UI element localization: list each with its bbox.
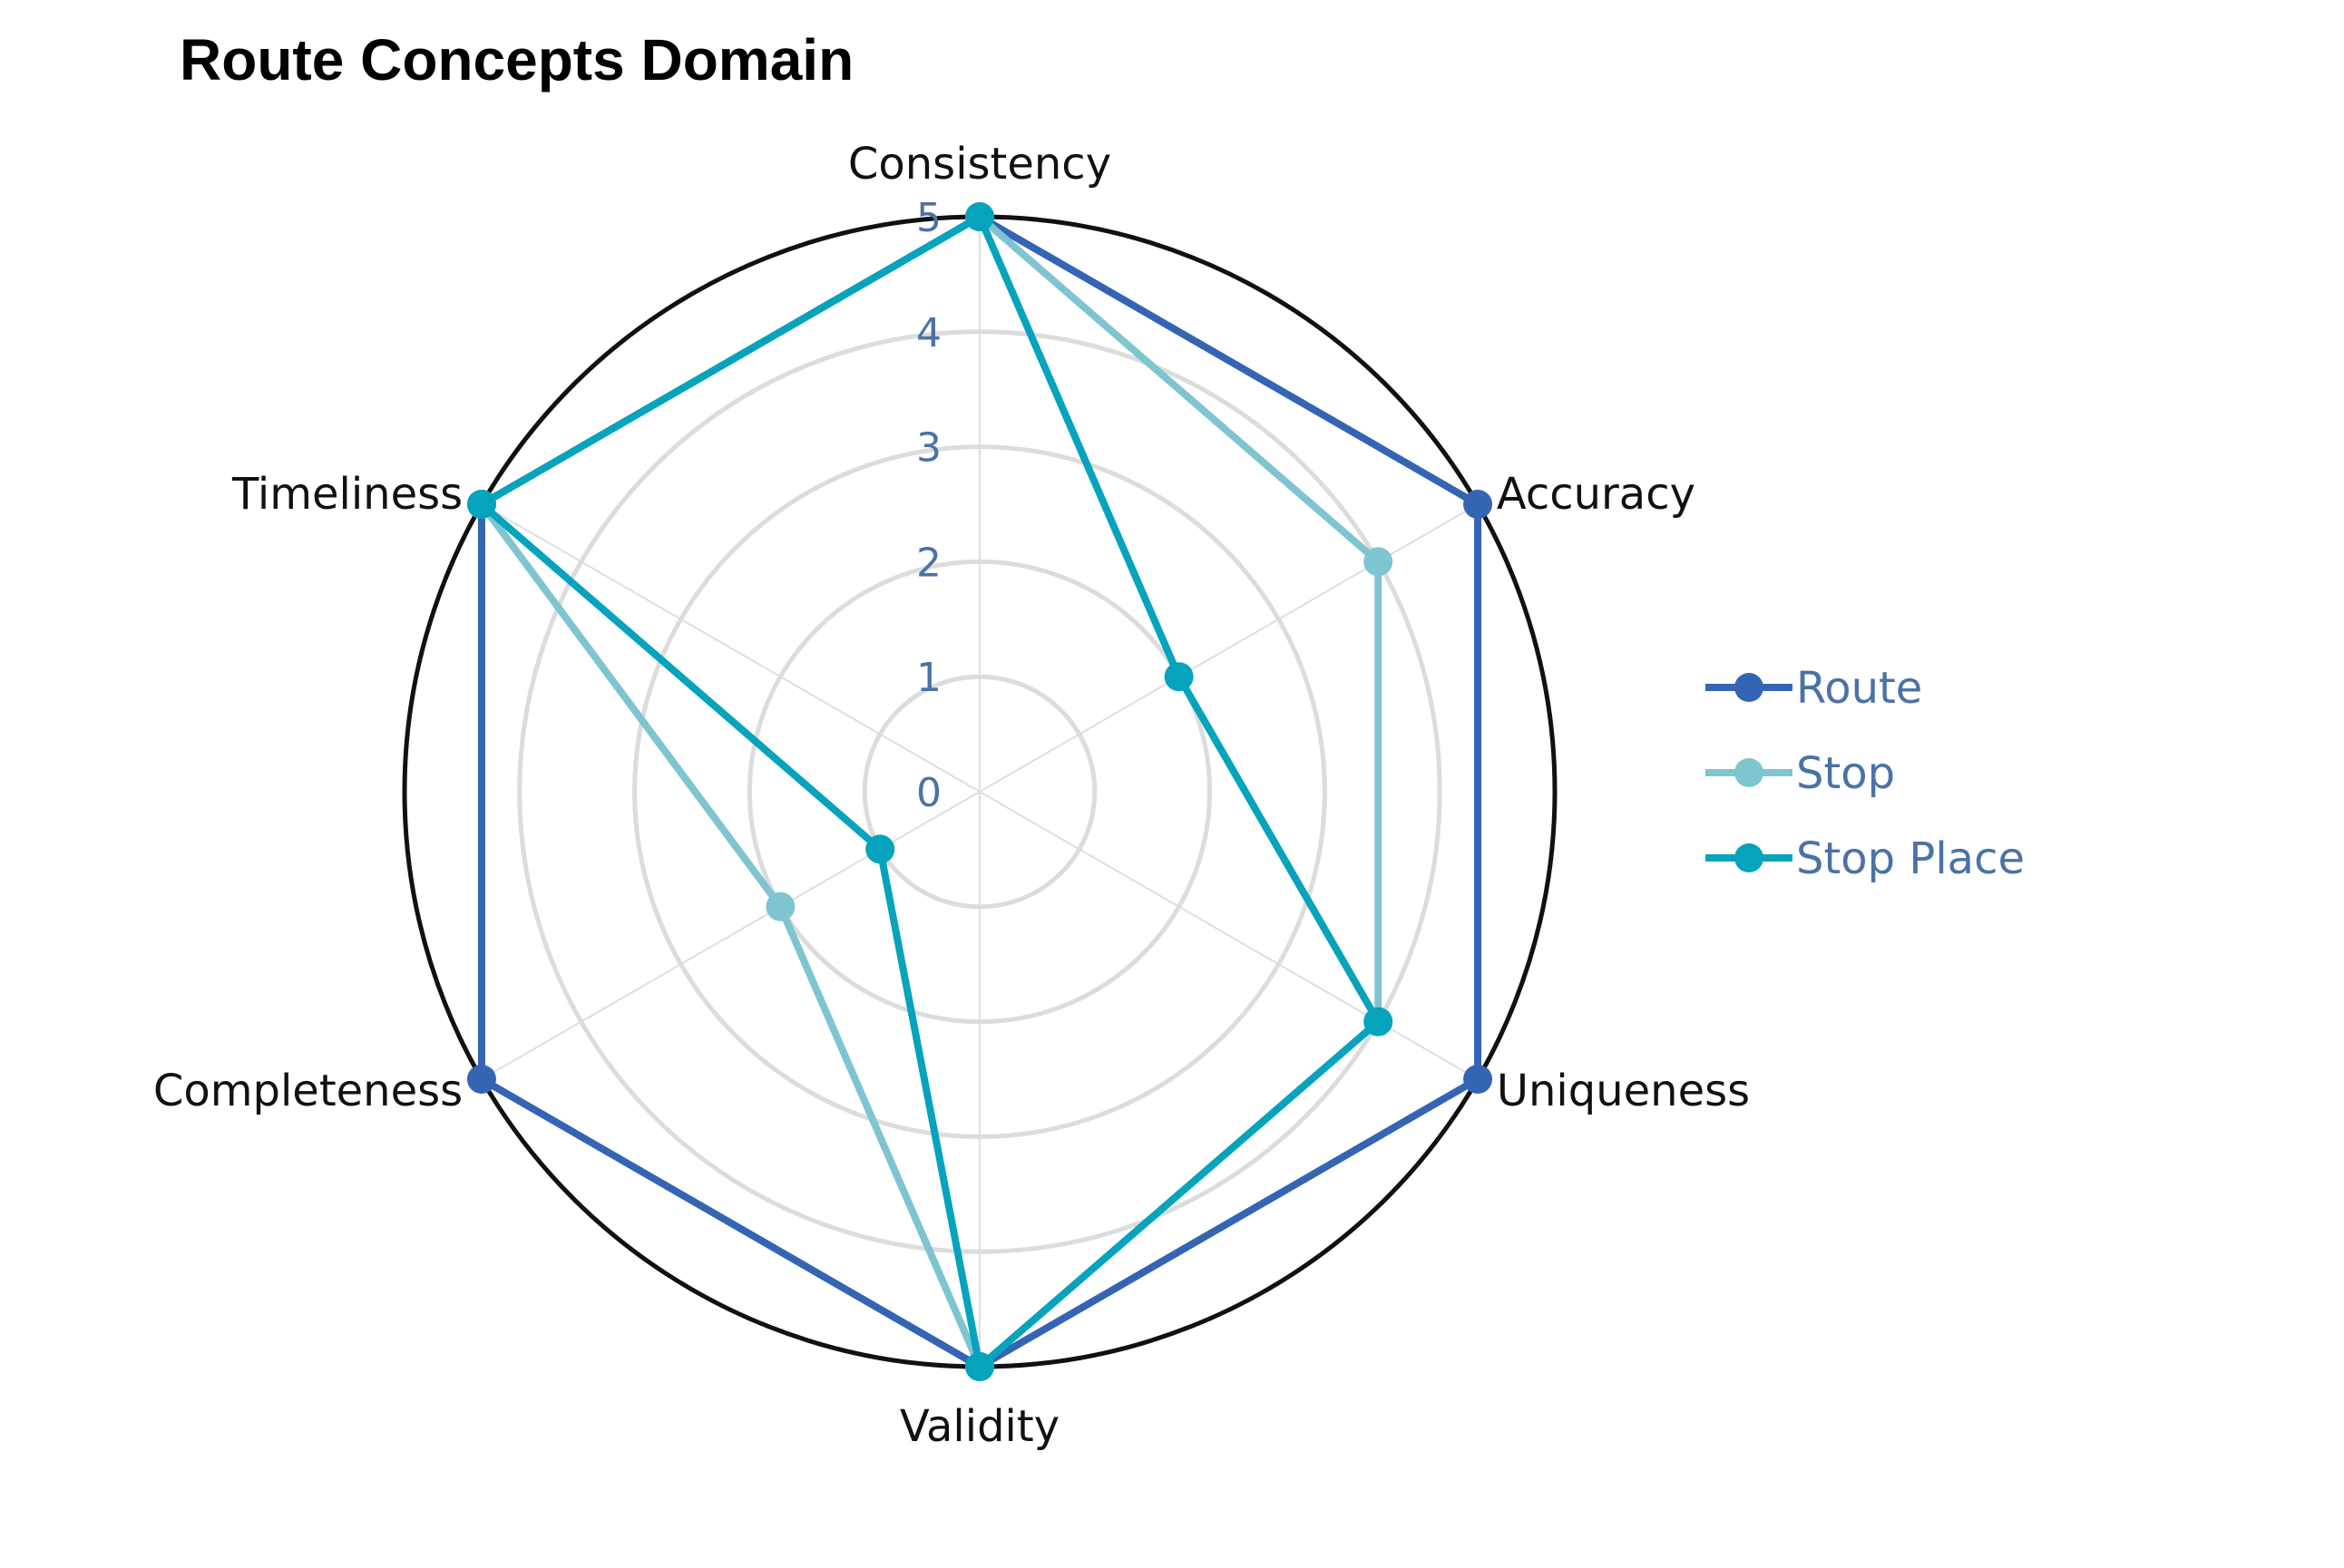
legend-marker-stop — [1734, 758, 1763, 787]
r-tick-label-4: 4 — [916, 310, 942, 356]
grid-circle-3 — [632, 444, 1327, 1139]
data-point-route-uniqueness — [1463, 1065, 1493, 1094]
axis-label-uniqueness: Uniqueness — [1497, 1066, 1750, 1116]
data-point-stop-place-uniqueness — [1363, 1007, 1393, 1037]
data-point-route-completeness — [466, 1065, 496, 1094]
r-tick-label-5: 5 — [916, 195, 942, 241]
axis-label-completeness: Completeness — [153, 1066, 463, 1116]
data-point-stop-place-consistency — [965, 202, 994, 231]
grid — [402, 214, 1558, 1369]
axis-label-accuracy: Accuracy — [1497, 469, 1695, 520]
axis-label-validity: Validity — [900, 1401, 1060, 1452]
radial-gridline-accuracy — [979, 503, 1479, 793]
legend-marker-stop-place — [1734, 843, 1763, 872]
r-tick-label-3: 3 — [916, 425, 942, 472]
data-point-stop-place-accuracy — [1164, 662, 1194, 692]
legend-item-stop-place[interactable]: Stop Place — [1705, 833, 2025, 884]
data-point-route-accuracy — [1463, 490, 1493, 519]
radial-gridline-completeness — [481, 791, 981, 1080]
legend[interactable]: Route Stop Stop Place — [1705, 663, 2025, 884]
tick-labels: 0 1 2 3 4 5 — [916, 195, 942, 816]
legend-item-route[interactable]: Route — [1705, 663, 1922, 714]
series-stop-place — [466, 202, 1393, 1381]
data-point-stop-place-completeness — [865, 834, 895, 864]
axis-labels: Consistency Accuracy Uniqueness Validity Com… — [153, 139, 1750, 1452]
series-layer — [466, 202, 1493, 1381]
grid-circle-4 — [517, 329, 1442, 1254]
axis-label-timeliness: Timeliness — [231, 469, 463, 520]
r-tick-label-0: 0 — [916, 770, 942, 816]
data-point-stop-place-timeliness — [466, 490, 496, 519]
grid-circle-2 — [747, 559, 1213, 1025]
grid-circle-1 — [862, 674, 1098, 910]
chart-title: Route Concepts Domain — [180, 27, 855, 93]
data-point-stop-accuracy — [1363, 547, 1393, 577]
legend-item-stop[interactable]: Stop — [1705, 748, 1895, 799]
radial-gridline-timeliness — [481, 503, 981, 793]
legend-label-route: Route — [1796, 663, 1922, 714]
r-tick-label-1: 1 — [916, 655, 942, 701]
legend-label-stop-place: Stop Place — [1796, 833, 2025, 884]
data-point-stop-completeness — [766, 891, 796, 921]
r-tick-label-2: 2 — [916, 540, 942, 586]
radial-gridline-uniqueness — [979, 791, 1479, 1080]
data-point-stop-place-validity — [965, 1352, 994, 1381]
axis-label-consistency: Consistency — [848, 139, 1111, 190]
legend-marker-route — [1734, 673, 1763, 702]
legend-label-stop: Stop — [1796, 748, 1895, 799]
